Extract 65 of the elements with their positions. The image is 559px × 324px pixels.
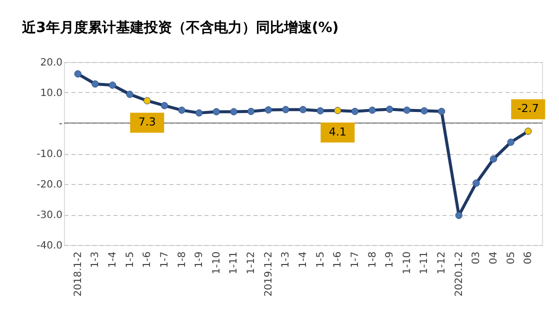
- x-tick-label: 1-8: [176, 252, 188, 268]
- point: [524, 128, 532, 135]
- x-tick-label: 1-6: [142, 252, 154, 268]
- point: [195, 109, 203, 117]
- point: [126, 90, 134, 98]
- point: [282, 106, 290, 114]
- point: [160, 102, 168, 110]
- x-tick-label: 1-12: [436, 252, 448, 274]
- point: [368, 106, 376, 114]
- x-tick-label: 2019.1-2: [263, 252, 274, 296]
- data-label: -2.7: [517, 102, 539, 116]
- x-tick-label: 05: [506, 252, 517, 264]
- x-tick-label: 1-11: [419, 252, 430, 274]
- point: [74, 70, 82, 78]
- data-label: 7.3: [138, 116, 156, 129]
- x-tick-label: 1-6: [332, 252, 344, 268]
- point: [316, 107, 324, 114]
- point: [455, 212, 462, 220]
- point: [178, 106, 186, 114]
- x-tick-label: 1-4: [298, 252, 309, 268]
- x-tick-label: 1-10: [402, 252, 413, 274]
- x-tick-label: 1-8: [367, 252, 378, 268]
- y-tick-label: -40.0: [36, 240, 62, 252]
- x-tick-label: 04: [488, 252, 500, 264]
- y-tick-label: 20.0: [40, 58, 62, 68]
- point: [264, 106, 272, 114]
- chart-title: 近3年月度累计基建投资（不含电力）同比增速(%): [21, 19, 339, 36]
- x-tick-label: 1-5: [124, 252, 136, 268]
- point: [108, 82, 116, 89]
- point: [334, 106, 342, 114]
- x-tick-label: 1-3: [90, 252, 102, 268]
- data-label: 4.1: [328, 125, 346, 138]
- point: [247, 108, 255, 116]
- x-tick-label: 1-9: [384, 252, 396, 268]
- x-tick-label: 1-12: [246, 252, 258, 274]
- x-tick-label: 1-9: [194, 252, 206, 268]
- point: [403, 106, 411, 114]
- x-tick-label: 1-7: [159, 252, 170, 268]
- y-tick-label: -10.0: [36, 149, 62, 160]
- point: [212, 108, 220, 116]
- point: [299, 106, 307, 114]
- x-tick-label: 1-7: [350, 252, 361, 268]
- point: [438, 108, 446, 116]
- point: [144, 97, 151, 104]
- x-tick-label: 1-10: [211, 252, 222, 274]
- point: [92, 80, 99, 88]
- point: [230, 108, 238, 116]
- point: [420, 107, 428, 114]
- x-tick-label: 2018.1-2: [72, 252, 84, 296]
- y-tick-label: -: [58, 118, 63, 130]
- x-tick-label: 1-5: [315, 252, 326, 268]
- x-tick-label: 1-11: [228, 252, 240, 274]
- x-tick-label: 06: [523, 252, 534, 264]
- point: [472, 179, 480, 187]
- x-tick-label: 1-4: [107, 252, 118, 268]
- point: [507, 138, 514, 146]
- y-tick-label: -30.0: [36, 210, 62, 221]
- x-tick-label: 03: [471, 252, 482, 264]
- point: [351, 108, 359, 116]
- x-tick-label: 2020.1-2: [454, 252, 465, 296]
- point: [490, 155, 498, 163]
- y-tick-label: -20.0: [36, 180, 62, 190]
- point: [386, 106, 394, 113]
- y-tick-label: 10.0: [40, 88, 62, 99]
- x-tick-label: 1-3: [280, 252, 292, 268]
